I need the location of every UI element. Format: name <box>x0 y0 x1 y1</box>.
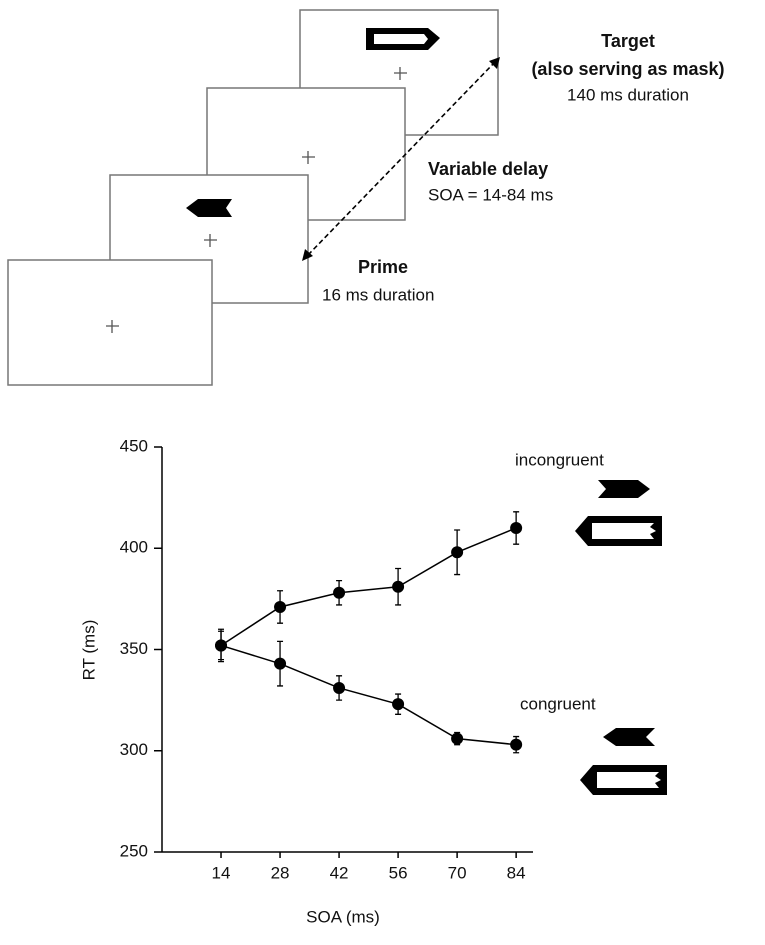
series-label: congruent <box>520 694 596 713</box>
x-tick-label: 14 <box>212 863 231 882</box>
target-arrow <box>366 28 440 50</box>
x-tick-label: 42 <box>330 863 349 882</box>
data-point <box>392 698 405 711</box>
data-point <box>510 522 523 534</box>
data-point <box>333 681 346 694</box>
data-point <box>392 580 405 593</box>
fixation-cross <box>204 234 217 247</box>
prime-icon <box>603 728 655 746</box>
y-tick-label: 350 <box>120 639 148 658</box>
soa-arrow <box>302 57 500 261</box>
data-point <box>451 732 464 745</box>
y-axis-label: RT (ms) <box>79 620 98 681</box>
data-point <box>274 600 287 613</box>
delay-soa: SOA = 14-84 ms <box>428 185 553 204</box>
target-duration: 140 ms duration <box>567 85 689 104</box>
prime-duration: 16 ms duration <box>322 285 434 304</box>
y-tick-label: 400 <box>120 538 148 557</box>
x-tick-label: 28 <box>271 863 290 882</box>
prime-icon <box>598 480 650 498</box>
fixation-cross <box>394 67 407 80</box>
target-subtitle: (also serving as mask) <box>531 59 724 79</box>
series-line <box>220 527 517 647</box>
y-tick-label: 450 <box>120 436 148 455</box>
y-tick-label: 300 <box>120 740 148 759</box>
data-point <box>333 586 346 599</box>
series-line <box>220 644 517 746</box>
series-label: incongruent <box>515 450 604 469</box>
prime-title: Prime <box>358 257 408 277</box>
fixation-frame <box>7 259 213 386</box>
delay-title: Variable delay <box>428 159 548 179</box>
target-title: Target <box>601 31 655 51</box>
target-icon <box>580 765 667 795</box>
y-tick-label: 250 <box>120 841 148 860</box>
prime-arrow <box>186 199 232 217</box>
data-point <box>274 657 287 670</box>
fixation-cross <box>302 151 315 164</box>
fixation-cross <box>106 320 119 333</box>
x-tick-label: 56 <box>389 863 408 882</box>
x-axis-label: SOA (ms) <box>306 907 380 926</box>
data-point <box>510 738 523 751</box>
target-icon <box>575 516 662 546</box>
x-tick-label: 84 <box>507 863 526 882</box>
x-tick-label: 70 <box>448 863 467 882</box>
data-point <box>215 639 228 652</box>
data-point <box>451 546 464 559</box>
